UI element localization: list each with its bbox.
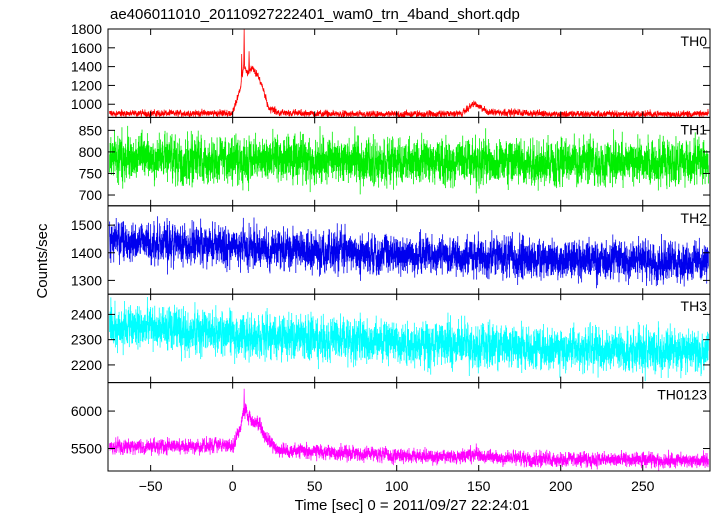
x-tick-label: 200 [549,478,573,494]
x-tick-label: −50 [139,478,163,494]
y-tick-label: 6000 [71,403,102,419]
y-tick-label: 700 [79,187,103,203]
series-trace-th2 [109,216,709,289]
y-tick-label: 2200 [71,357,102,373]
panel-th0: 1000 1200 1400 1600 1800 TH0 [71,21,711,118]
panel-stack: 1000 1200 1400 1600 1800 TH0 700 750 800 850 TH1 13… [71,21,711,472]
panel-th3: 2200 2300 2400 TH3 [71,293,711,384]
y-tick-label: 2400 [71,306,102,322]
y-tick-label: 850 [79,122,103,138]
y-tick-label: 1600 [71,40,102,56]
y-tick-label: 1000 [71,96,102,112]
y-tick-label: 1800 [71,21,102,37]
x-axis-label: Time [sec] 0 = 2011/09/27 22:24:01 [295,497,530,514]
panel-th2: 1300 1400 1500 TH2 [71,205,711,295]
series-trace-th1 [109,125,709,195]
panel-frame [107,382,711,472]
y-tick-label: 1400 [71,59,102,75]
y-tick-label: 5500 [71,441,102,457]
series-trace-th0123 [109,388,709,471]
y-tick-label: 1500 [71,217,102,233]
panel-frame [107,28,711,118]
panel-label: TH0 [681,33,708,49]
x-tick-label: 100 [385,478,409,494]
y-tick-label: 2300 [71,332,102,348]
panel-label: TH2 [681,210,708,226]
x-axis-ticks: −50 0 50 100 150 200 250 [139,478,655,494]
panel-th0123: 5500 6000 TH0123 [71,382,711,472]
series-trace-th0 [109,29,709,118]
chart-title: ae406011010_20110927222401_wam0_trn_4ban… [110,6,520,23]
y-tick-label: 1300 [71,272,102,288]
series-trace-th3 [109,297,709,382]
x-tick-label: 250 [631,478,655,494]
panel-label: TH0123 [657,387,707,403]
panel-label: TH1 [681,121,708,137]
y-tick-label: 800 [79,144,103,160]
y-tick-label: 1400 [71,245,102,261]
x-tick-label: 50 [307,478,323,494]
panel-th1: 700 750 800 850 TH1 [79,116,711,207]
y-tick-label: 750 [79,165,103,181]
x-tick-label: 0 [229,478,237,494]
y-axis-label: Counts/sec [34,223,51,299]
y-tick-label: 1200 [71,77,102,93]
x-tick-label: 150 [467,478,491,494]
panel-label: TH3 [681,298,708,314]
